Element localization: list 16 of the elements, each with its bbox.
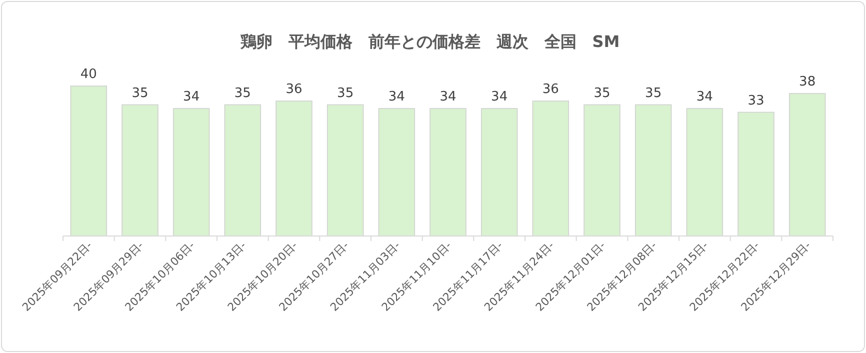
data-label: 34 [491, 90, 508, 104]
data-label: 34 [696, 90, 713, 104]
chart-title: 鶏卵 平均価格 前年との価格差 週次 全国 SM [239, 32, 620, 51]
data-label: 40 [80, 67, 97, 82]
data-label: 35 [234, 86, 251, 101]
data-label: 35 [594, 86, 610, 101]
data-label: 35 [645, 86, 662, 101]
data-label: 38 [799, 74, 816, 90]
data-label: 36 [286, 82, 302, 97]
data-label: 34 [440, 90, 456, 104]
data-label: 36 [542, 82, 559, 97]
data-label: 34 [183, 90, 200, 104]
data-label: 34 [388, 90, 405, 104]
data-label: 33 [748, 93, 764, 108]
data-label: 35 [132, 86, 148, 101]
data-label: 35 [337, 86, 354, 101]
